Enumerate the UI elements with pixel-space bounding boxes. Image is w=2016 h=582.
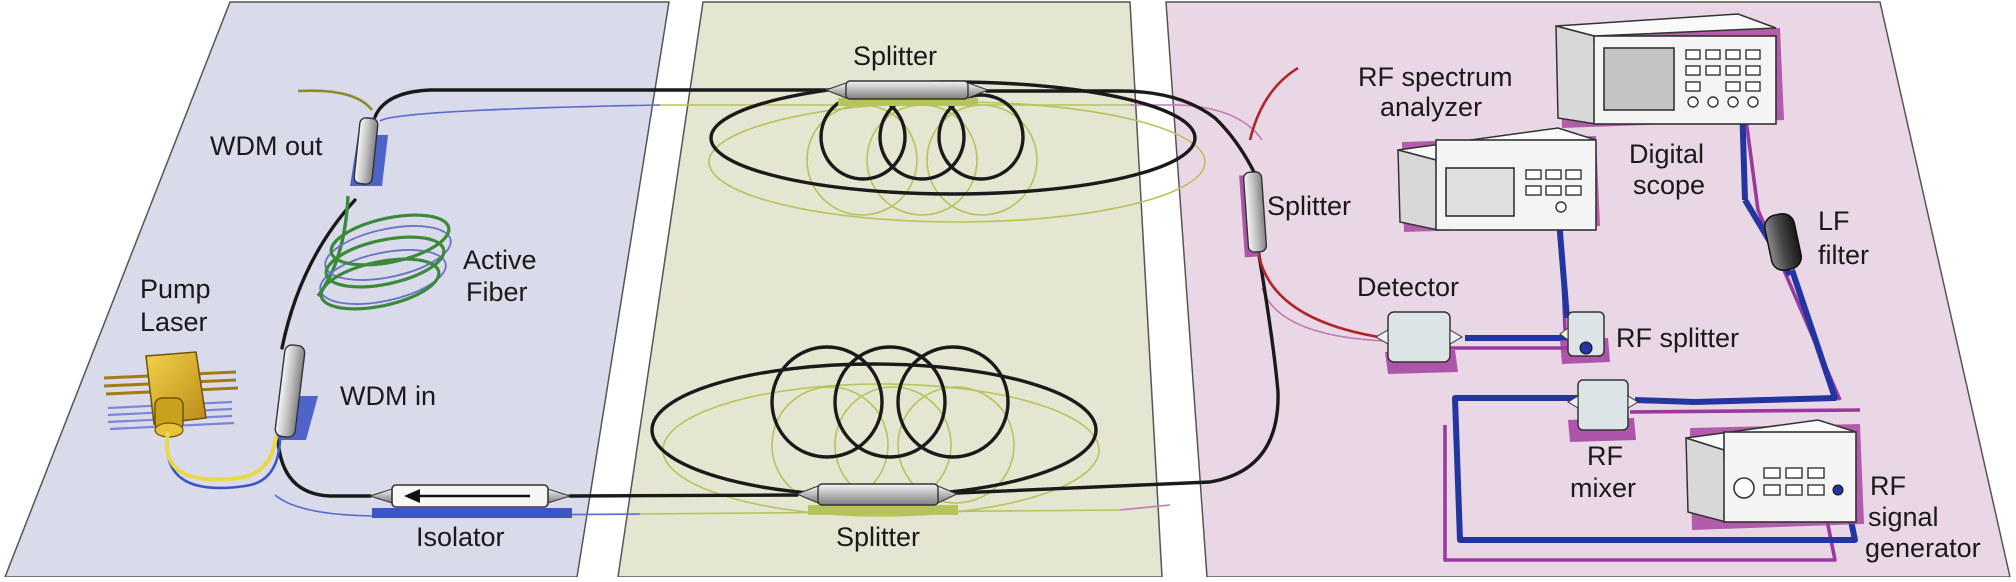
label-wdm-out: WDM out (210, 131, 323, 161)
isolator (368, 484, 572, 518)
label-digital-scope-line2: scope (1633, 170, 1705, 200)
fiber-shadows (274, 101, 1386, 517)
label-active-fiber-line2: Fiber (466, 277, 528, 307)
labels: Splitter WDM out Active Fiber Pump Laser… (140, 41, 1981, 563)
label-wdm-in: WDM in (340, 381, 436, 411)
rf-signal-generator (1685, 419, 1864, 530)
splitter-right (1239, 66, 1386, 340)
label-rf-siggen-line3: generator (1865, 533, 1981, 563)
wdm-in-coupler (274, 344, 318, 440)
label-rf-mixer-line1: RF (1587, 441, 1623, 471)
label-pump-laser-line1: Pump (140, 274, 211, 304)
label-splitter-top: Splitter (853, 41, 937, 71)
rf-spectrum-analyzer (1397, 127, 1600, 232)
label-rf-siggen-line1: RF (1870, 471, 1906, 501)
label-splitter-bottom: Splitter (836, 522, 920, 552)
lf-filter (1742, 198, 1803, 277)
wdm-out-tail (297, 89, 374, 111)
label-rf-mixer-line2: mixer (1570, 473, 1636, 503)
rf-splitter-device (1559, 311, 1610, 364)
label-rf-spectrum-line2: analyzer (1380, 92, 1482, 122)
detector (1375, 311, 1463, 374)
label-detector: Detector (1357, 272, 1459, 302)
label-rf-siggen-line2: signal (1868, 502, 1939, 532)
label-digital-scope-line1: Digital (1629, 139, 1704, 169)
label-lf-filter-line1: LF (1818, 206, 1850, 236)
label-lf-filter-line2: filter (1818, 240, 1869, 270)
splitter-top (824, 80, 990, 106)
fiber-loop (276, 80, 1280, 498)
label-active-fiber-line1: Active (463, 245, 537, 275)
left-panel (3, 1, 670, 578)
digital-scope (1555, 13, 1784, 128)
rf-mixer-device (1567, 379, 1639, 442)
label-rf-splitter: RF splitter (1616, 323, 1739, 353)
wdm-out-coupler (350, 117, 388, 186)
active-fiber-coil (316, 195, 452, 311)
label-pump-laser-line2: Laser (140, 307, 208, 337)
pump-laser (103, 351, 282, 490)
label-isolator: Isolator (416, 522, 505, 552)
splitter-bottom (795, 483, 959, 515)
label-rf-spectrum-line1: RF spectrum (1358, 62, 1513, 92)
label-splitter-right: Splitter (1267, 191, 1351, 221)
